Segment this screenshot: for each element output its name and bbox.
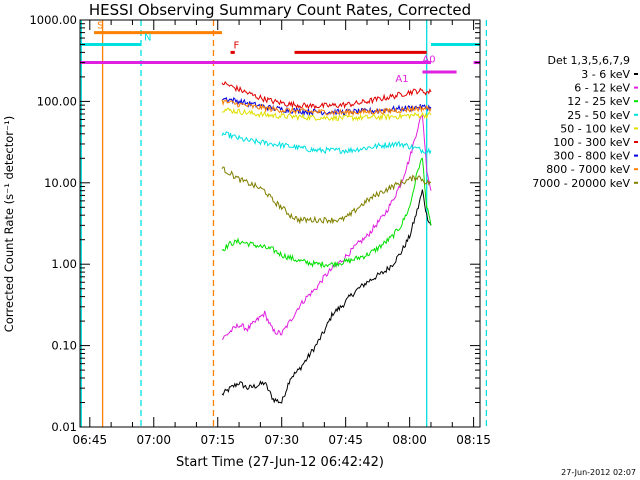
plot-frame bbox=[79, 19, 481, 428]
x-tick-label: 07:30 bbox=[264, 433, 299, 447]
y-tick-label: 100.00 bbox=[37, 94, 77, 108]
series-line bbox=[221, 157, 432, 269]
legend-entry: 800 - 7000 keV bbox=[546, 163, 630, 176]
series-line bbox=[221, 166, 432, 225]
legend-entry: 7000 - 20000 keV bbox=[532, 177, 630, 190]
y-tick-label: 0.01 bbox=[51, 420, 77, 434]
legend-title: Det 1,3,5,6,7,9 bbox=[547, 54, 630, 67]
y-tick-label: 10.00 bbox=[44, 176, 77, 190]
y-tick-label: 0.10 bbox=[51, 339, 77, 353]
x-axis-label: Start Time (27-Jun-12 06:42:42) bbox=[176, 455, 384, 470]
legend-entry: 3 - 6 keV bbox=[581, 68, 630, 81]
series-line bbox=[221, 131, 432, 155]
series-lines bbox=[221, 80, 432, 404]
legend-entry: 25 - 50 keV bbox=[567, 109, 630, 122]
legend-entry: 100 - 300 keV bbox=[553, 136, 630, 149]
flag-bar-label: F bbox=[234, 40, 240, 51]
flag-bar-label: A0 bbox=[422, 55, 435, 66]
x-tick-label: 07:15 bbox=[200, 433, 235, 447]
series-line bbox=[221, 99, 432, 117]
legend-entry: 12 - 25 keV bbox=[567, 95, 630, 108]
series-line bbox=[221, 114, 432, 340]
axes: 0.01 0.10 1.00 10.00 100.00 1000.00 06:45 07:00… bbox=[29, 13, 490, 447]
flag-bar-label: A1 bbox=[395, 74, 408, 85]
footer-timestamp: 27-Jun-2012 02:07 bbox=[561, 468, 636, 477]
legend-entry: 6 - 12 keV bbox=[574, 82, 630, 95]
x-tick-label: 06:45 bbox=[73, 433, 108, 447]
flag-bar-label: N bbox=[144, 33, 151, 44]
flag-bar-label: S bbox=[97, 21, 103, 32]
legend-entry: 300 - 800 keV bbox=[553, 150, 630, 163]
y-tick-label: 1000.00 bbox=[29, 13, 77, 27]
y-axis-label: Corrected Count Rate (s⁻¹ detector⁻¹) bbox=[2, 116, 16, 332]
series-line bbox=[221, 189, 432, 404]
x-tick-label: 08:00 bbox=[392, 433, 427, 447]
series-line bbox=[221, 80, 432, 110]
series-line bbox=[221, 107, 432, 122]
vertical-markers bbox=[80, 20, 488, 427]
y-tick-label: 1.00 bbox=[51, 257, 77, 271]
flag-bars: S N F A0 A1 bbox=[80, 21, 480, 85]
chart-title: HESSI Observing Summary Count Rates, Cor… bbox=[89, 1, 471, 19]
legend-entry: 50 - 100 keV bbox=[560, 122, 630, 135]
x-tick-label: 07:00 bbox=[136, 433, 171, 447]
x-tick-label: 07:45 bbox=[328, 433, 363, 447]
x-tick-label: 08:15 bbox=[456, 433, 491, 447]
